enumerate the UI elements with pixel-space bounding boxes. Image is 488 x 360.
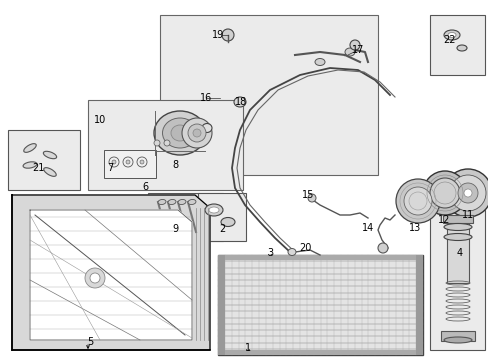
Text: 17: 17 [351,45,364,55]
Ellipse shape [202,123,212,132]
Ellipse shape [234,97,245,107]
Ellipse shape [314,58,325,66]
Bar [8,130,80,190]
Circle shape [403,187,431,215]
Bar [148,193,223,241]
Polygon shape [12,195,209,350]
Ellipse shape [287,248,295,256]
Ellipse shape [178,199,185,204]
Text: 14: 14 [361,223,373,233]
Ellipse shape [162,118,197,148]
Ellipse shape [168,199,176,204]
Circle shape [457,183,477,203]
Bar [218,255,224,355]
Ellipse shape [24,144,36,152]
Circle shape [85,268,105,288]
Text: 13: 13 [408,223,420,233]
Ellipse shape [443,30,459,40]
Text: 8: 8 [172,160,178,170]
Circle shape [377,243,387,253]
Bar [198,193,245,241]
Text: 12: 12 [437,215,449,225]
Text: 19: 19 [211,30,224,40]
Bar [218,255,422,355]
Circle shape [443,169,488,217]
Text: 18: 18 [234,97,246,107]
Circle shape [140,160,143,164]
Circle shape [112,160,116,164]
Ellipse shape [447,32,455,37]
Circle shape [449,175,485,211]
Text: 5: 5 [87,337,93,347]
Text: 15: 15 [301,190,314,200]
Circle shape [307,194,315,202]
Ellipse shape [158,199,165,204]
Text: 6: 6 [142,182,148,192]
Bar [104,150,156,178]
Ellipse shape [171,125,189,141]
Bar [160,15,377,175]
Text: 4: 4 [456,248,462,258]
Circle shape [349,40,359,50]
Ellipse shape [23,162,37,168]
Text: 11: 11 [461,210,473,220]
Circle shape [163,140,170,146]
Text: 9: 9 [172,224,178,234]
Circle shape [422,171,466,215]
Ellipse shape [221,217,235,226]
Ellipse shape [43,151,57,159]
Bar [442,215,472,223]
Ellipse shape [187,124,205,142]
Circle shape [90,273,100,283]
Ellipse shape [443,337,471,343]
Ellipse shape [154,111,205,155]
Bar [415,255,422,355]
Bar [446,218,468,283]
Circle shape [154,140,160,146]
Circle shape [429,178,459,208]
Bar [218,350,422,355]
Circle shape [126,160,130,164]
Text: 1: 1 [244,343,250,353]
Text: 20: 20 [298,243,310,253]
Text: 22: 22 [443,35,455,45]
Circle shape [222,29,234,41]
Circle shape [463,189,471,197]
Text: 16: 16 [200,93,212,103]
Ellipse shape [193,129,201,137]
Text: 7: 7 [107,163,113,173]
Text: 3: 3 [266,248,272,258]
Polygon shape [30,210,192,340]
Ellipse shape [443,234,471,240]
Ellipse shape [443,224,471,230]
Text: 10: 10 [94,115,106,125]
Ellipse shape [456,45,466,51]
Ellipse shape [204,204,223,216]
Bar [429,210,484,350]
Ellipse shape [43,168,56,176]
Ellipse shape [345,48,354,56]
Ellipse shape [182,118,212,148]
Ellipse shape [208,207,219,213]
Text: 2: 2 [219,224,224,234]
Bar [440,331,474,341]
Bar [429,15,484,75]
Circle shape [395,179,439,223]
Ellipse shape [188,199,196,204]
Text: 21: 21 [32,163,44,173]
Bar [88,100,243,190]
Bar [218,255,422,260]
